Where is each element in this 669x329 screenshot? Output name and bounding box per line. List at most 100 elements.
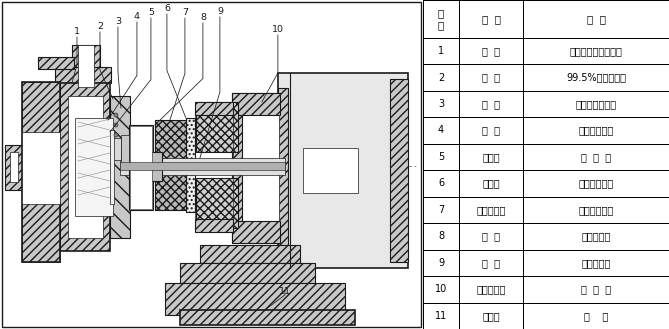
- Bar: [423, 117, 459, 144]
- Bar: [232, 93, 280, 243]
- Bar: [523, 91, 669, 117]
- Bar: [130, 126, 152, 209]
- Bar: [195, 219, 233, 232]
- Bar: [278, 88, 288, 253]
- Text: 6: 6: [164, 4, 170, 13]
- Bar: [129, 125, 153, 210]
- Bar: [423, 276, 459, 303]
- Bar: [423, 38, 459, 64]
- Text: 1: 1: [74, 27, 80, 36]
- Text: 2: 2: [438, 72, 444, 83]
- Text: 10: 10: [435, 284, 447, 294]
- Bar: [459, 117, 523, 144]
- Text: 轴  套: 轴 套: [482, 231, 500, 241]
- Bar: [200, 245, 300, 263]
- Text: 11: 11: [435, 311, 447, 321]
- Text: 联接体: 联接体: [482, 311, 500, 321]
- Text: 5: 5: [438, 152, 444, 162]
- Bar: [523, 0, 669, 38]
- Bar: [459, 303, 523, 329]
- Text: 聚偏二氟乙烯: 聚偏二氟乙烯: [579, 125, 613, 136]
- Bar: [523, 303, 669, 329]
- Text: 聚偏二氟乙烯: 聚偏二氟乙烯: [579, 178, 613, 189]
- Bar: [78, 45, 94, 87]
- Bar: [459, 223, 523, 250]
- Bar: [523, 144, 669, 170]
- Bar: [278, 73, 408, 268]
- Text: 铸    铁: 铸 铁: [584, 311, 608, 321]
- Bar: [72, 45, 100, 87]
- Text: 名  称: 名 称: [482, 14, 501, 24]
- Bar: [423, 303, 459, 329]
- Bar: [186, 118, 195, 212]
- Bar: [423, 170, 459, 197]
- Bar: [523, 276, 669, 303]
- Bar: [22, 82, 60, 262]
- Text: 材  料: 材 料: [587, 14, 605, 24]
- Text: 叶  轮: 叶 轮: [482, 125, 500, 136]
- Bar: [196, 178, 238, 228]
- Bar: [120, 158, 285, 175]
- Text: 填充聚四氟乙烯: 填充聚四氟乙烯: [575, 99, 617, 109]
- Bar: [113, 138, 121, 160]
- Text: 组  合  件: 组 合 件: [581, 284, 611, 294]
- Bar: [155, 120, 186, 162]
- Bar: [459, 38, 523, 64]
- Bar: [233, 100, 279, 236]
- Text: 泵  体: 泵 体: [482, 46, 500, 56]
- Bar: [55, 67, 111, 83]
- Bar: [459, 0, 523, 38]
- Bar: [423, 250, 459, 276]
- Bar: [523, 197, 669, 223]
- Text: 静  环: 静 环: [482, 72, 500, 83]
- Bar: [523, 117, 669, 144]
- Bar: [523, 38, 669, 64]
- Bar: [523, 250, 669, 276]
- Bar: [38, 57, 74, 69]
- Text: 8: 8: [200, 13, 206, 22]
- Bar: [459, 250, 523, 276]
- Bar: [180, 263, 315, 283]
- Bar: [75, 118, 113, 216]
- Text: 11: 11: [279, 288, 291, 296]
- Bar: [68, 96, 103, 238]
- Bar: [165, 283, 345, 315]
- Text: 9: 9: [438, 258, 444, 268]
- Text: 外磁钢总成: 外磁钢总成: [476, 284, 506, 294]
- Text: 4: 4: [438, 125, 444, 136]
- Text: 8: 8: [438, 231, 444, 241]
- Text: 氟  橡  胶: 氟 橡 胶: [581, 152, 611, 162]
- Bar: [232, 93, 280, 115]
- Text: 1: 1: [438, 46, 444, 56]
- Bar: [195, 115, 233, 219]
- Text: 隔离套: 隔离套: [482, 178, 500, 189]
- Bar: [423, 144, 459, 170]
- Circle shape: [114, 113, 118, 117]
- Text: 6: 6: [438, 178, 444, 189]
- Bar: [155, 168, 186, 210]
- Text: 内磁钢总成: 内磁钢总成: [476, 205, 506, 215]
- Text: 99.5%氧化铝陶瓷: 99.5%氧化铝陶瓷: [566, 72, 626, 83]
- Circle shape: [114, 133, 118, 137]
- Bar: [110, 96, 130, 238]
- Bar: [195, 102, 233, 115]
- Text: 3: 3: [115, 17, 121, 26]
- Bar: [110, 130, 114, 204]
- Bar: [10, 152, 18, 182]
- Text: 密封垫: 密封垫: [482, 152, 500, 162]
- Bar: [523, 170, 669, 197]
- Bar: [459, 170, 523, 197]
- Text: 7: 7: [182, 8, 188, 17]
- Text: 动  环: 动 环: [482, 99, 500, 109]
- Bar: [523, 223, 669, 250]
- Bar: [5, 145, 23, 190]
- Bar: [423, 91, 459, 117]
- Bar: [523, 64, 669, 91]
- Bar: [459, 91, 523, 117]
- Text: 7: 7: [438, 205, 444, 215]
- Bar: [60, 83, 110, 251]
- Bar: [459, 197, 523, 223]
- Bar: [423, 197, 459, 223]
- Bar: [303, 148, 358, 193]
- Bar: [150, 152, 162, 181]
